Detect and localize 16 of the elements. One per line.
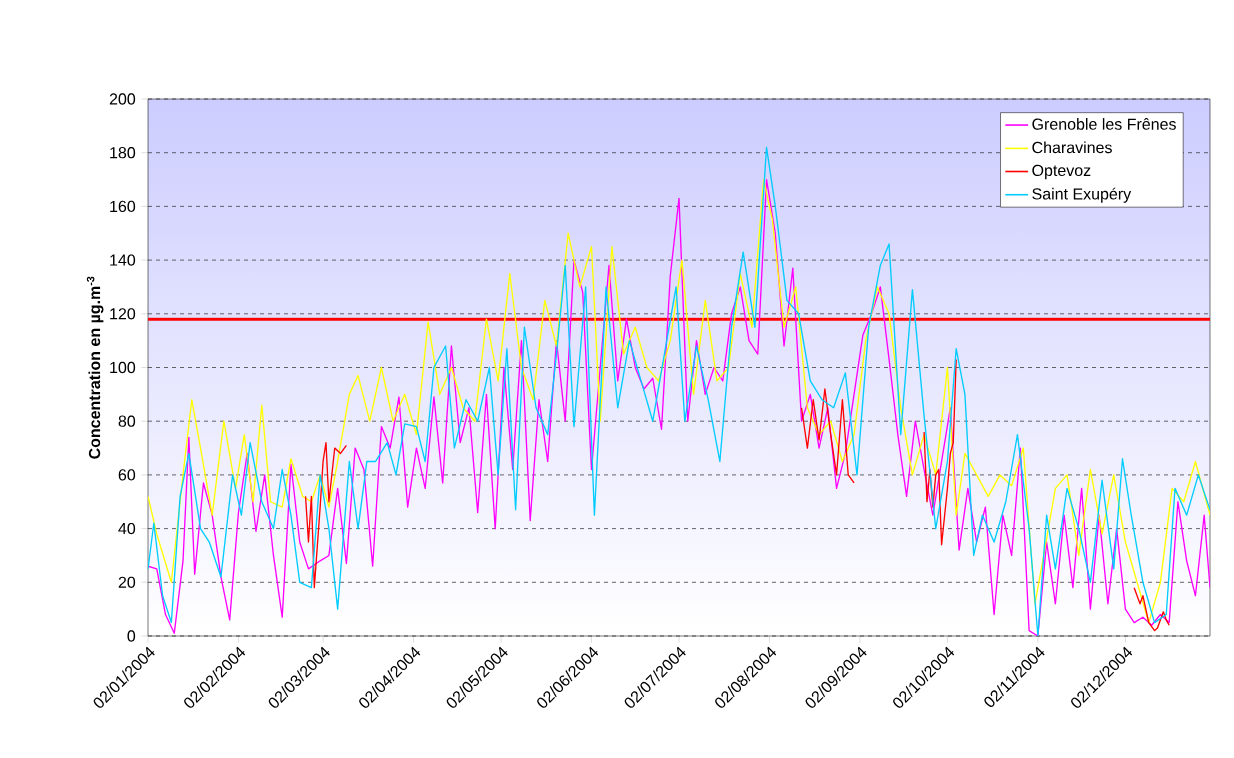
- legend-label: Saint Exupéry: [1032, 187, 1132, 203]
- y-tick-label: 180: [110, 147, 136, 159]
- legend-label: Charavines: [1032, 141, 1112, 154]
- y-tick-label: 60: [118, 469, 136, 481]
- y-tick-label: 200: [109, 93, 136, 105]
- y-axis-title: Concentration en µg.m$^{-3}$: [86, 276, 104, 459]
- y-tick-label: 160: [110, 200, 136, 213]
- y-tick-label: 140: [110, 254, 136, 266]
- y-tick-label: 100: [110, 361, 136, 374]
- y-tick-label: 20: [118, 576, 136, 588]
- y-tick-label: 0: [127, 630, 136, 642]
- legend-label: Optevoz: [1032, 164, 1091, 180]
- legend-label: Grenoble les Frênes: [1032, 118, 1176, 130]
- y-tick-label: 120: [110, 308, 136, 320]
- y-tick-label: 80: [118, 415, 136, 427]
- y-tick-label: 40: [118, 522, 136, 535]
